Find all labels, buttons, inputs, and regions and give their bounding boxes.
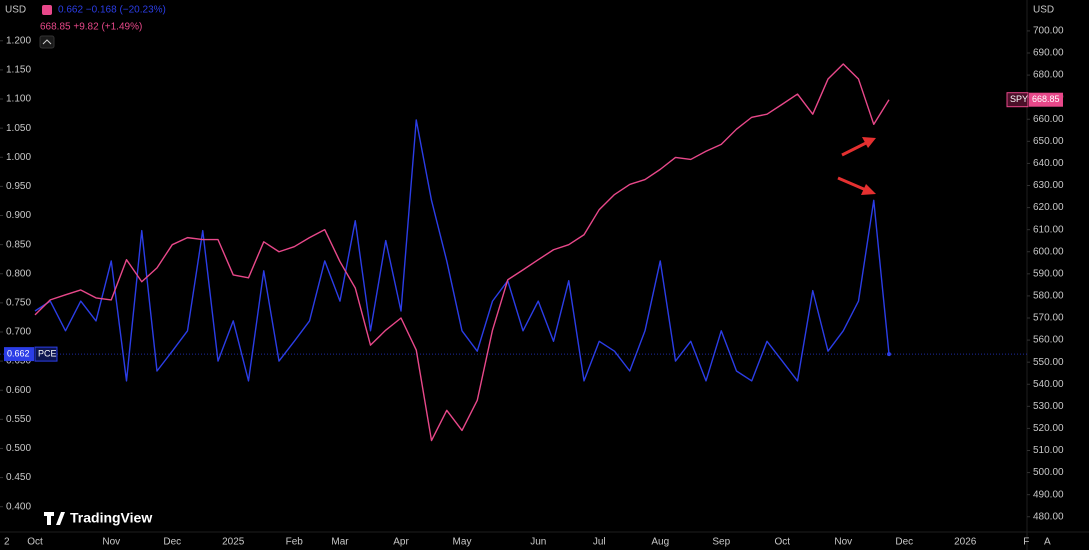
y2-tick-label: 690.00 [1033,48,1064,59]
name-badge [1006,92,1029,108]
x-tick-label: Oct [27,537,43,548]
arrow-head [861,184,876,195]
symbol-icon[interactable] [42,5,52,15]
name-badge-label: PCE [38,348,57,358]
x-tick-label: Oct [774,537,790,548]
x-tick-label: Apr [393,537,409,548]
legend-spy: 668.85 +9.82 (+1.49%) [40,22,142,33]
y2-tick-label: 520.00 [1033,423,1064,434]
y-tick-label: 0.450 [6,472,31,483]
x-tick-label: Dec [163,537,181,548]
collapse-button[interactable] [39,35,55,49]
x-tick-label: Aug [651,537,669,548]
y2-tick-label: 620.00 [1033,202,1064,213]
y2-tick-label: 610.00 [1033,224,1064,235]
x-tick-label: 2025 [222,537,245,548]
x-tick-label: May [453,537,472,548]
y-tick-label: 0.500 [6,443,31,454]
last-point [887,352,891,357]
arrow-head [862,137,876,148]
corner-label: 2 [4,537,10,548]
x-tick-label: Jul [593,537,606,548]
y-tick-label: 0.650 [6,356,31,367]
price-badge [4,347,34,362]
y-tick-label: 0.400 [6,501,31,512]
x-tick-label: Jun [530,537,546,548]
y-tick-label: 0.800 [6,268,31,279]
logo: TradingView [44,510,152,526]
x-tick-label: Dec [895,537,913,548]
name-badge-label: SPY [1010,94,1028,104]
corner-label: A [1044,537,1051,548]
name-badge [34,346,58,362]
y-tick-label: 1.100 [6,94,31,105]
y2-tick-label: 580.00 [1033,291,1064,302]
price-badge-value: 0.662 [7,348,30,358]
arrow [837,176,867,192]
x-tick-label: F [1023,537,1029,548]
y2-tick-label: 480.00 [1033,511,1064,522]
currency-label: USD [5,5,26,16]
y2-tick-label: 490.00 [1033,489,1064,500]
y-tick-label: 0.600 [6,385,31,396]
x-tick-label: Nov [102,537,120,548]
y2-tick-label: 640.00 [1033,158,1064,169]
line-spy [34,63,890,442]
y-tick-label: 1.050 [6,123,31,134]
y-tick-label: 1.000 [6,152,31,163]
y-tick-label: 1.200 [6,35,31,46]
y2-tick-label: 560.00 [1033,335,1064,346]
y-tick-label: 0.550 [6,414,31,425]
x-tick-label: Sep [712,537,730,548]
y2-tick-label: 570.00 [1033,313,1064,324]
y-tick-label: 0.750 [6,297,31,308]
x-tick-label: Mar [331,537,349,548]
y-tick-label: 0.900 [6,210,31,221]
x-tick-label: Nov [834,537,852,548]
y2-tick-label: 660.00 [1033,114,1064,125]
price-badge [1029,92,1063,107]
logo-text: TradingView [70,510,152,526]
y-tick-label: 0.850 [6,239,31,250]
y2-tick-label: 550.00 [1033,357,1064,368]
y2-tick-label: 500.00 [1033,467,1064,478]
y2-tick-label: 680.00 [1033,70,1064,81]
logo-icon [44,512,65,525]
y2-tick-label: 600.00 [1033,246,1064,257]
price-badge-value: 668.85 [1032,94,1060,104]
y2-tick-label: 510.00 [1033,445,1064,456]
y-tick-label: 0.700 [6,327,31,338]
y2-tick-label: 530.00 [1033,401,1064,412]
y-tick-label: 0.950 [6,181,31,192]
x-tick-label: 2026 [954,537,977,548]
arrows [837,137,876,195]
arrow [841,140,869,157]
y2-tick-label: 630.00 [1033,180,1064,191]
currency-label: USD [1033,5,1054,16]
y2-tick-label: 540.00 [1033,379,1064,390]
y-tick-label: 1.150 [6,65,31,76]
x-tick-label: Feb [286,537,304,548]
legend-pce: 0.662 −0.168 (−20.23%) [58,5,166,16]
y2-tick-label: 700.00 [1033,26,1064,37]
line-pce [34,119,890,382]
collapse-icon [42,39,52,45]
y2-tick-label: 590.00 [1033,268,1064,279]
y2-tick-label: 650.00 [1033,136,1064,147]
